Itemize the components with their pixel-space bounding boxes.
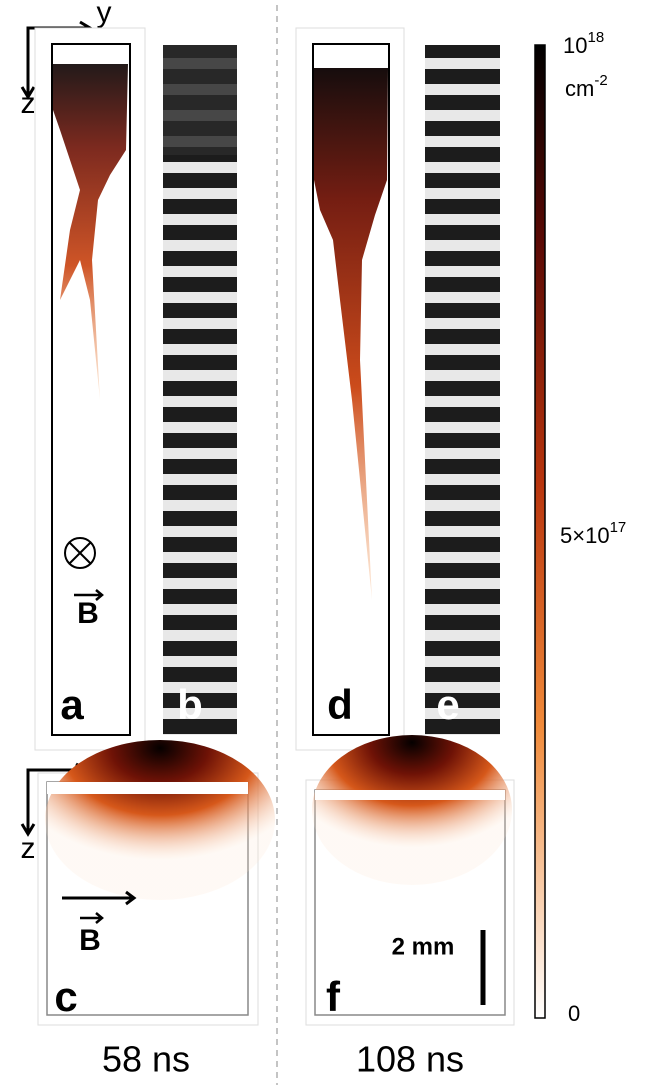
time-label: 108 ns xyxy=(356,1039,464,1080)
panel-label: b xyxy=(177,681,203,728)
colorbar-mid-base: 5×10 xyxy=(560,523,610,548)
panel-label: e xyxy=(436,681,459,728)
colorbar xyxy=(534,44,546,1019)
colorbar-mid-exp: 17 xyxy=(610,519,627,536)
b-into-page xyxy=(68,541,92,565)
interferogram xyxy=(425,45,500,735)
field-label: B xyxy=(77,597,99,630)
colorbar-unit-base: cm xyxy=(565,76,594,101)
colorbar-unit: cm-2 xyxy=(565,72,608,101)
colorbar-max-base: 10 xyxy=(563,33,587,58)
time-label: 58 ns xyxy=(102,1039,190,1080)
b-vector xyxy=(80,912,104,924)
interferogram xyxy=(163,45,237,735)
panel-edge xyxy=(315,790,505,800)
b-arrow xyxy=(62,890,137,906)
plasma-plume xyxy=(314,68,388,600)
panel-label: f xyxy=(326,973,341,1020)
panel-edge xyxy=(47,782,248,794)
plasma-plume xyxy=(53,64,128,400)
colorbar-mid: 5×1017 xyxy=(560,519,626,548)
scale-bar-label: 2 mm xyxy=(392,933,455,960)
plasma-plume xyxy=(312,735,512,885)
colorbar-max: 1018 xyxy=(563,29,604,58)
b-arrow xyxy=(74,589,104,601)
b-into-page xyxy=(64,537,96,569)
panel-label: d xyxy=(327,681,353,728)
field-label: B xyxy=(79,924,101,957)
interferogram-shadow xyxy=(163,45,237,155)
colorbar-max-exp: 18 xyxy=(587,29,604,46)
colorbar-unit-exp: -2 xyxy=(594,72,607,89)
panel-label: c xyxy=(54,973,77,1020)
axis-label: z xyxy=(21,87,36,120)
plasma-plume xyxy=(45,740,275,900)
colorbar-min: 0 xyxy=(568,1001,580,1026)
axis-label: z xyxy=(21,832,36,865)
panel-label: a xyxy=(60,681,84,728)
axis-label: y xyxy=(97,0,112,29)
